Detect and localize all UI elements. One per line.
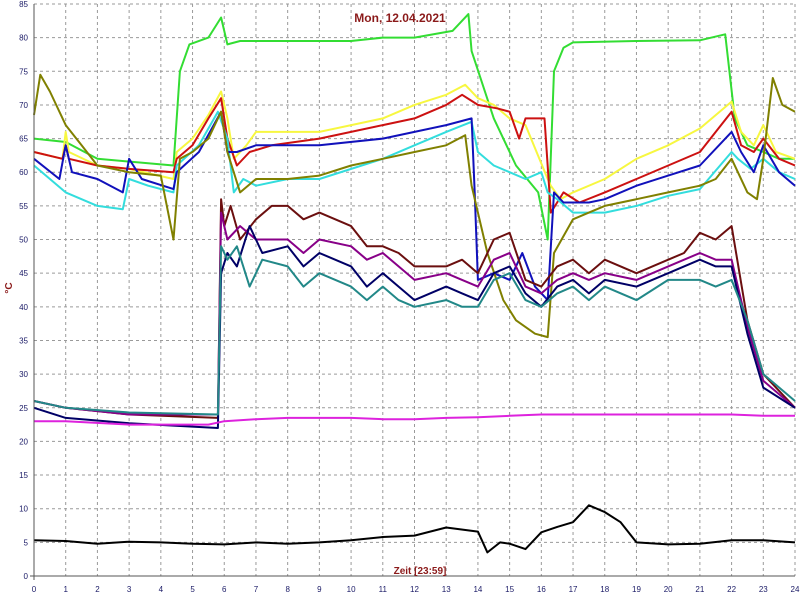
- x-tick-label: 10: [347, 585, 356, 594]
- series-line-9: [33, 225, 796, 429]
- series-line-3: [33, 93, 796, 214]
- y-tick-label: 50: [19, 236, 28, 245]
- x-tick-label: 15: [505, 585, 514, 594]
- y-axis-label: °C: [4, 282, 15, 293]
- chart-title: Mon, 12.04.2021: [354, 11, 446, 25]
- y-tick-label: 55: [19, 202, 28, 211]
- x-tick-label: 23: [759, 585, 768, 594]
- x-axis-label: Zeit [23:59]: [394, 566, 447, 577]
- y-tick-label: 85: [19, 0, 28, 9]
- x-tick-label: 22: [727, 585, 736, 594]
- x-tick-label: 8: [285, 585, 290, 594]
- y-tick-label: 10: [19, 505, 28, 514]
- x-tick-label: 1: [63, 585, 68, 594]
- series-line-8: [33, 211, 796, 416]
- x-tick-label: 12: [410, 585, 419, 594]
- x-tick-label: 0: [32, 585, 37, 594]
- x-tick-label: 2: [95, 585, 100, 594]
- y-tick-label: 15: [19, 471, 28, 480]
- y-tick-label: 75: [19, 67, 28, 76]
- y-tick-label: 0: [24, 572, 29, 581]
- x-tick-label: 16: [537, 585, 546, 594]
- y-tick-label: 65: [19, 135, 28, 144]
- x-tick-label: 4: [159, 585, 164, 594]
- x-tick-label: 24: [791, 585, 800, 594]
- y-tick-label: 25: [19, 404, 28, 413]
- y-tick-label: 80: [19, 34, 28, 43]
- series-line-7: [33, 198, 796, 419]
- y-tick-label: 45: [19, 269, 28, 278]
- x-tick-label: 11: [379, 585, 388, 594]
- x-tick-label: 5: [190, 585, 195, 594]
- x-tick-label: 17: [569, 585, 578, 594]
- x-tick-label: 7: [254, 585, 259, 594]
- series-line-10: [33, 245, 796, 416]
- y-tick-label: 5: [24, 538, 29, 547]
- x-tick-label: 14: [473, 585, 482, 594]
- series-line-6: [33, 73, 796, 339]
- x-tick-label: 19: [632, 585, 641, 594]
- series-line-11: [34, 413, 795, 426]
- series-line-12: [33, 504, 796, 554]
- y-tick-label: 30: [19, 370, 28, 379]
- series-line-5: [33, 110, 796, 302]
- y-tick-label: 60: [19, 168, 28, 177]
- series-line-1: [33, 13, 795, 241]
- y-tick-label: 35: [19, 336, 28, 345]
- y-tick-label: 40: [19, 303, 28, 312]
- y-tick-label: 70: [19, 101, 28, 110]
- x-tick-label: 21: [695, 585, 704, 594]
- x-tick-label: 18: [600, 585, 609, 594]
- x-tick-label: 9: [317, 585, 322, 594]
- x-tick-label: 6: [222, 585, 227, 594]
- series-layer: [33, 13, 796, 554]
- x-tick-label: 20: [664, 585, 673, 594]
- x-tick-label: 3: [127, 585, 132, 594]
- x-tick-label: 13: [442, 585, 451, 594]
- y-tick-label: 20: [19, 437, 28, 446]
